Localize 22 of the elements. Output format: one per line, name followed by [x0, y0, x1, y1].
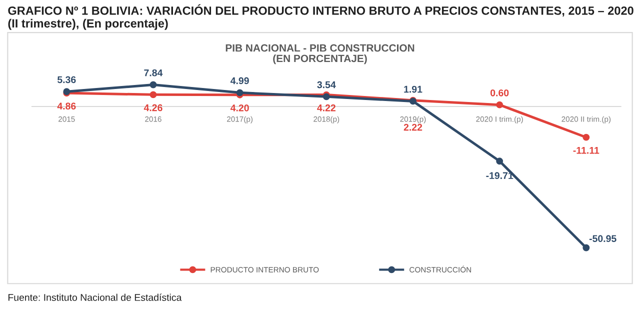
data-label: 4.20: [230, 104, 249, 112]
data-label: 1.91: [404, 86, 422, 93]
chart-subtitle: PIB NACIONAL - PIB CONSTRUCCION (EN PORCENTAJE): [226, 44, 414, 64]
data-label: -50.95: [589, 235, 616, 242]
data-label: 4.26: [144, 104, 162, 112]
point: [150, 81, 157, 88]
data-label: -11.11: [573, 147, 600, 154]
chart-title: GRAFICO Nº 1 BOLIVIA: VARIACIÓN DEL PRODUCTO INTERNO BRUTO A PRECIOS CONSTANTES, 2015 – 2020 (II trimestre), (En porcentaje): [8, 4, 634, 30]
point: [150, 91, 157, 98]
data-label: 3.54: [317, 81, 336, 88]
data-label: 4.22: [317, 104, 336, 112]
data-label: 4.86: [57, 102, 76, 110]
point: [582, 244, 590, 252]
data-label: 5.36: [57, 76, 76, 84]
data-label: 4.99: [230, 77, 249, 84]
data-label: 2.22: [404, 124, 422, 131]
point: [582, 134, 590, 141]
point: [496, 101, 504, 108]
data-label: 0.60: [490, 89, 509, 96]
point: [496, 158, 504, 165]
data-label: 7.84: [144, 69, 163, 76]
source-note: Fuente: Instituto Nacional de Estadística: [8, 294, 182, 301]
